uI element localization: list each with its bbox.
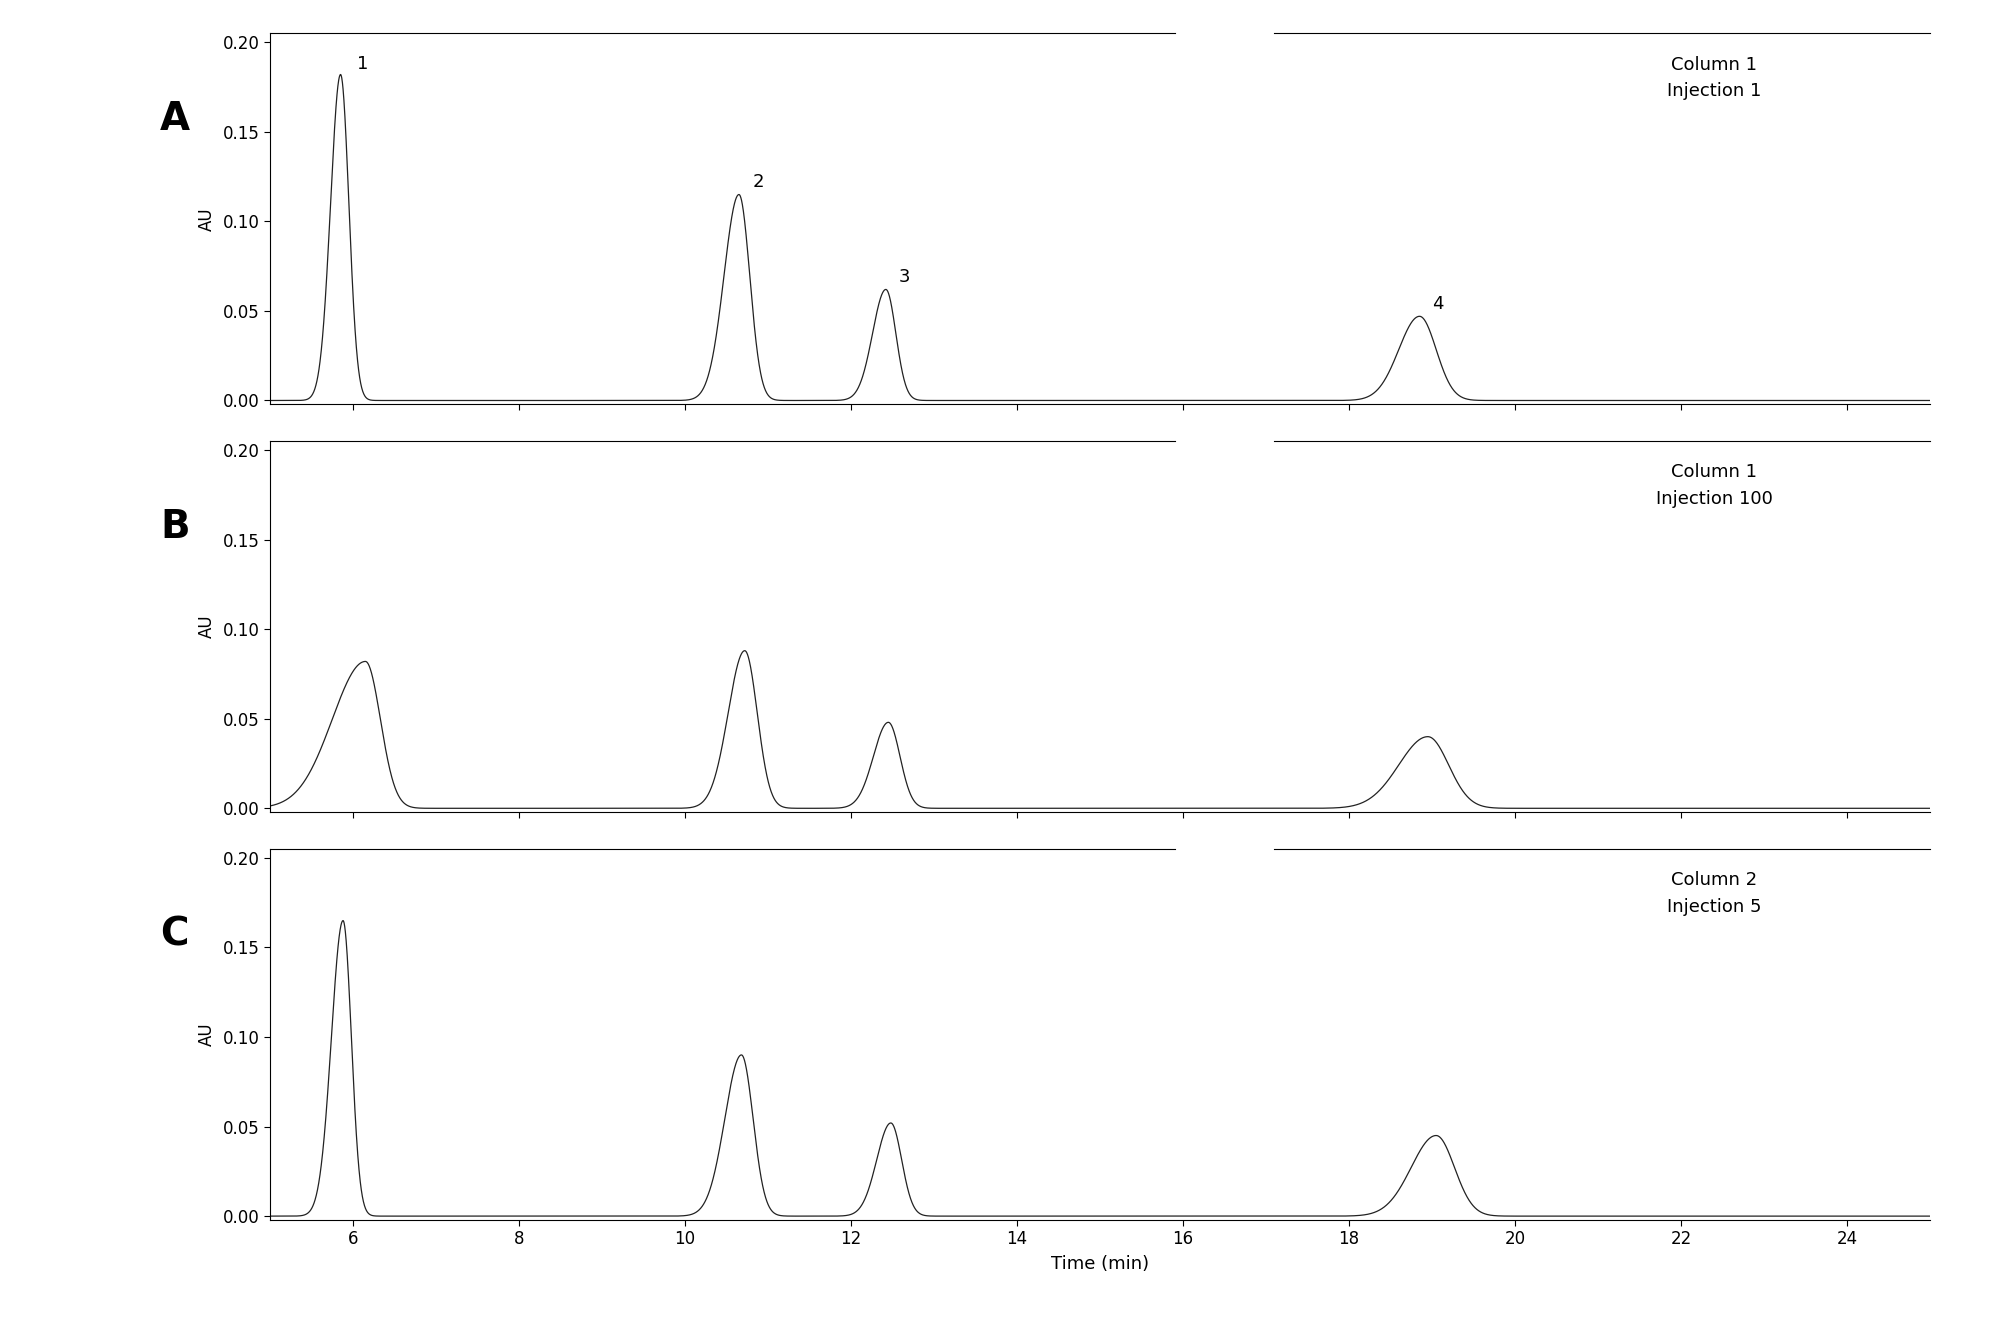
Text: 3: 3 <box>900 268 910 285</box>
Text: A: A <box>160 100 190 139</box>
X-axis label: Time (min): Time (min) <box>1050 1256 1150 1273</box>
Text: Column 1
Injection 1: Column 1 Injection 1 <box>1668 56 1762 100</box>
Text: 2: 2 <box>754 173 764 191</box>
Y-axis label: AU: AU <box>198 615 216 639</box>
Text: B: B <box>160 508 190 547</box>
Text: C: C <box>160 916 188 953</box>
Text: 4: 4 <box>1432 295 1444 313</box>
Text: Column 2
Injection 5: Column 2 Injection 5 <box>1666 872 1762 916</box>
Text: 1: 1 <box>358 55 368 73</box>
Text: Column 1
Injection 100: Column 1 Injection 100 <box>1656 464 1772 508</box>
Y-axis label: AU: AU <box>198 207 216 231</box>
Y-axis label: AU: AU <box>198 1022 216 1046</box>
